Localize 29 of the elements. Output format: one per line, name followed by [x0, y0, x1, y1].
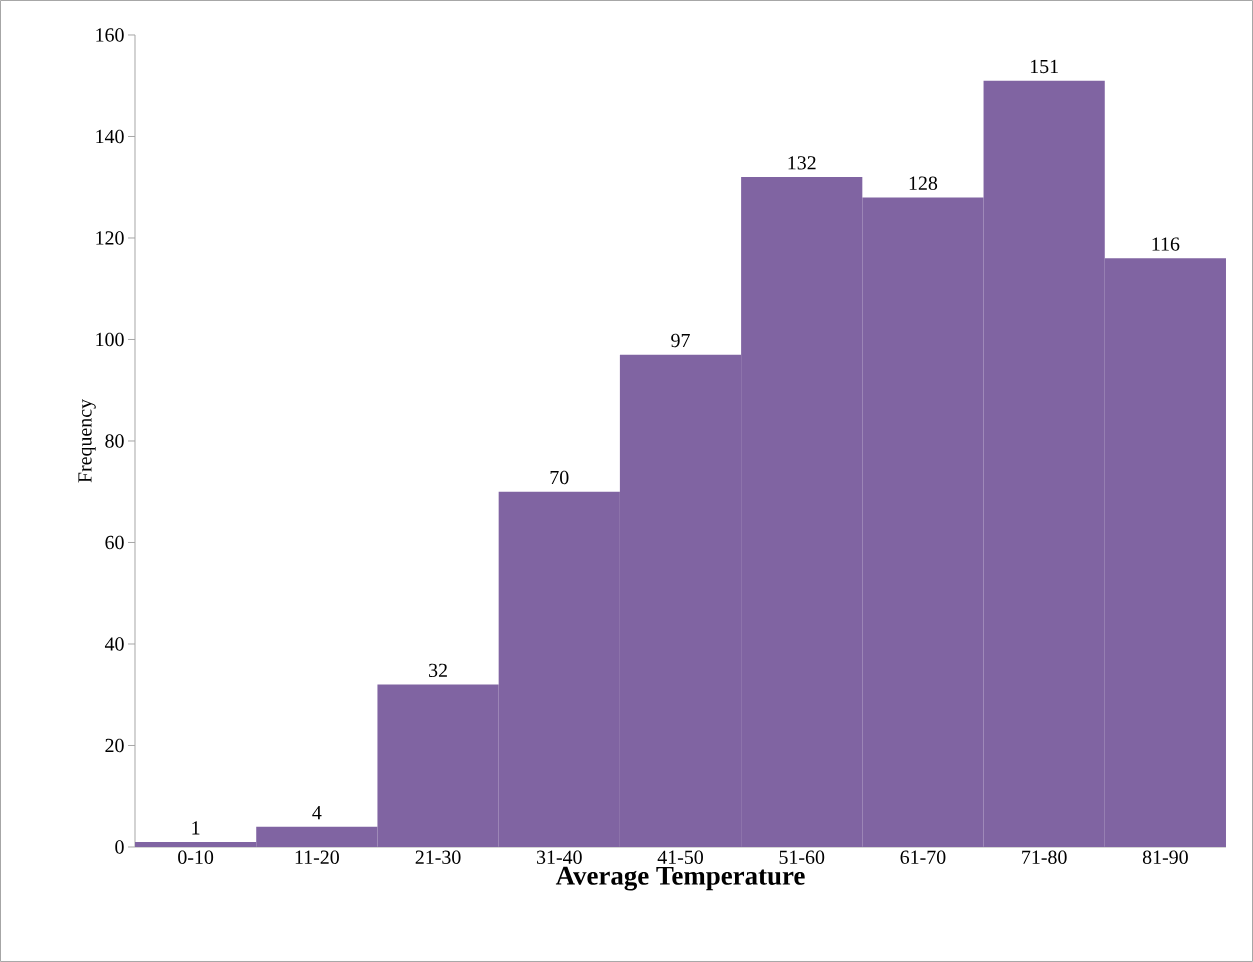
y-tick-label: 0: [115, 840, 124, 854]
y-tick-label: 20: [105, 738, 124, 753]
y-tick-label: 140: [96, 129, 124, 144]
data-label: 132: [788, 156, 816, 170]
x-tick-label: 51-60: [779, 850, 825, 864]
data-label: 32: [429, 663, 447, 678]
data-label: 97: [671, 333, 690, 348]
x-tick-label: 81-90: [1142, 850, 1188, 864]
y-tick-label: 60: [105, 535, 124, 550]
data-label: 116: [1152, 237, 1180, 251]
data-label: 70: [550, 470, 569, 485]
x-tick-label: 41-50: [657, 850, 703, 864]
y-tick-label: 40: [104, 637, 124, 651]
x-tick-label: 61-70: [900, 850, 946, 864]
data-label: 151: [1030, 59, 1058, 74]
x-tick-label: 31-40: [536, 850, 582, 864]
data-label: 4: [312, 806, 322, 820]
data-label: 1: [192, 821, 200, 835]
y-tick-label: 160: [96, 28, 124, 42]
y-tick-label: 120: [96, 231, 124, 245]
x-tick-label: 11-20: [295, 850, 339, 864]
y-tick-label: 80: [105, 434, 124, 448]
x-axis-title: Average Temperature: [555, 866, 805, 891]
y-axis-title: Frequency: [78, 399, 96, 483]
data-label: 128: [909, 176, 938, 190]
x-tick-label: 21-30: [415, 850, 461, 864]
y-tick-label: 100: [96, 332, 124, 347]
x-tick-label: 71-80: [1022, 850, 1067, 864]
x-tick-label: 0-10: [178, 850, 214, 864]
